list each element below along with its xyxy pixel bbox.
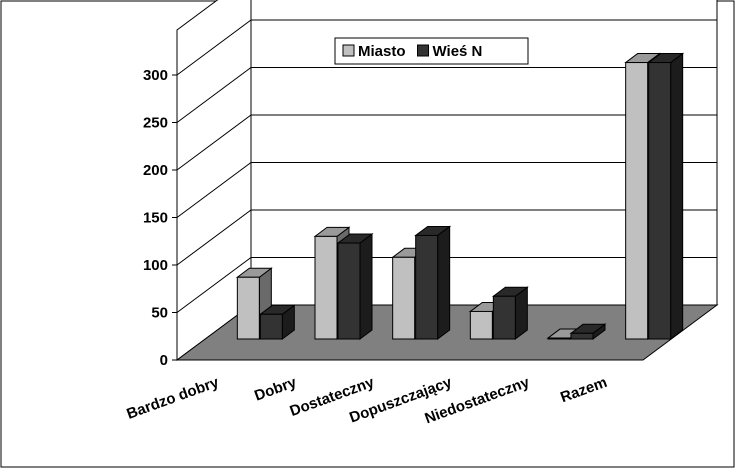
bar-front-face [236, 276, 260, 340]
bar-front-face [547, 337, 571, 340]
y-tick-label: 300 [143, 67, 168, 84]
back-wall [176, 0, 718, 361]
y-axis-ticks: 0 50 100 150 200 250 300 [143, 67, 177, 369]
gridline [176, 114, 717, 171]
gridline [176, 162, 717, 218]
bar-front-face [625, 62, 649, 340]
gridline [176, 19, 717, 76]
bar-front-face [570, 332, 594, 340]
legend-swatch [417, 44, 430, 57]
y-tick-label: 200 [143, 162, 168, 179]
gridline [176, 67, 717, 123]
y-tick-label: 50 [151, 305, 168, 322]
legend-label: Miasto [358, 43, 406, 60]
gridlines [176, 19, 717, 313]
y-tick-label: 150 [143, 210, 168, 227]
y-tick-label: 0 [160, 352, 168, 369]
legend-label: Wieś N [433, 43, 483, 60]
gridline [176, 209, 717, 266]
bar-front-face [648, 62, 672, 340]
gridline [176, 257, 717, 313]
bar-front-face [392, 256, 416, 340]
bar-side-face [437, 225, 451, 340]
legend-swatch [342, 44, 355, 57]
bars [235, 52, 685, 340]
bar-wie-n-4 [569, 323, 607, 340]
legend-box [334, 37, 529, 65]
bar-front-face [492, 295, 516, 340]
bar-front-face [469, 310, 493, 340]
bar-side-face [670, 52, 684, 340]
bar-wie-n-2 [414, 225, 452, 340]
bar-wie-n-1 [336, 233, 374, 340]
legend: Miasto Wieś N [334, 37, 529, 65]
bar-side-face [359, 233, 373, 340]
bar-front-face [415, 234, 439, 340]
bar-wie-n-0 [258, 304, 296, 340]
y-tick-label: 100 [143, 257, 168, 274]
bar-wie-n-5 [647, 52, 685, 340]
bar-front-face [337, 242, 361, 340]
y-tick-label: 250 [143, 115, 168, 132]
bar-front-face [259, 313, 283, 340]
bar-front-face [314, 235, 338, 340]
bar-wie-n-3 [491, 286, 529, 340]
